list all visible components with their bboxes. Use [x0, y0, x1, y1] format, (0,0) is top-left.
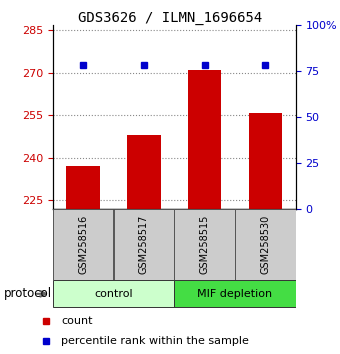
Bar [127, 135, 160, 209]
Bar [174, 280, 296, 307]
Text: percentile rank within the sample: percentile rank within the sample [61, 336, 249, 346]
Text: GDS3626 / ILMN_1696654: GDS3626 / ILMN_1696654 [78, 11, 262, 25]
Text: MIF depletion: MIF depletion [198, 289, 273, 299]
Text: control: control [94, 289, 133, 299]
Text: protocol: protocol [3, 287, 52, 300]
Bar [235, 209, 296, 280]
Bar [249, 113, 282, 209]
Bar [188, 70, 221, 209]
Bar [53, 280, 174, 307]
Bar [174, 209, 235, 280]
Text: GSM258515: GSM258515 [200, 215, 210, 274]
Text: count: count [61, 316, 92, 326]
Text: GSM258530: GSM258530 [260, 215, 270, 274]
Text: GSM258517: GSM258517 [139, 215, 149, 274]
Bar [53, 209, 113, 280]
Text: GSM258516: GSM258516 [78, 215, 88, 274]
Bar [66, 166, 100, 209]
Bar [114, 209, 174, 280]
